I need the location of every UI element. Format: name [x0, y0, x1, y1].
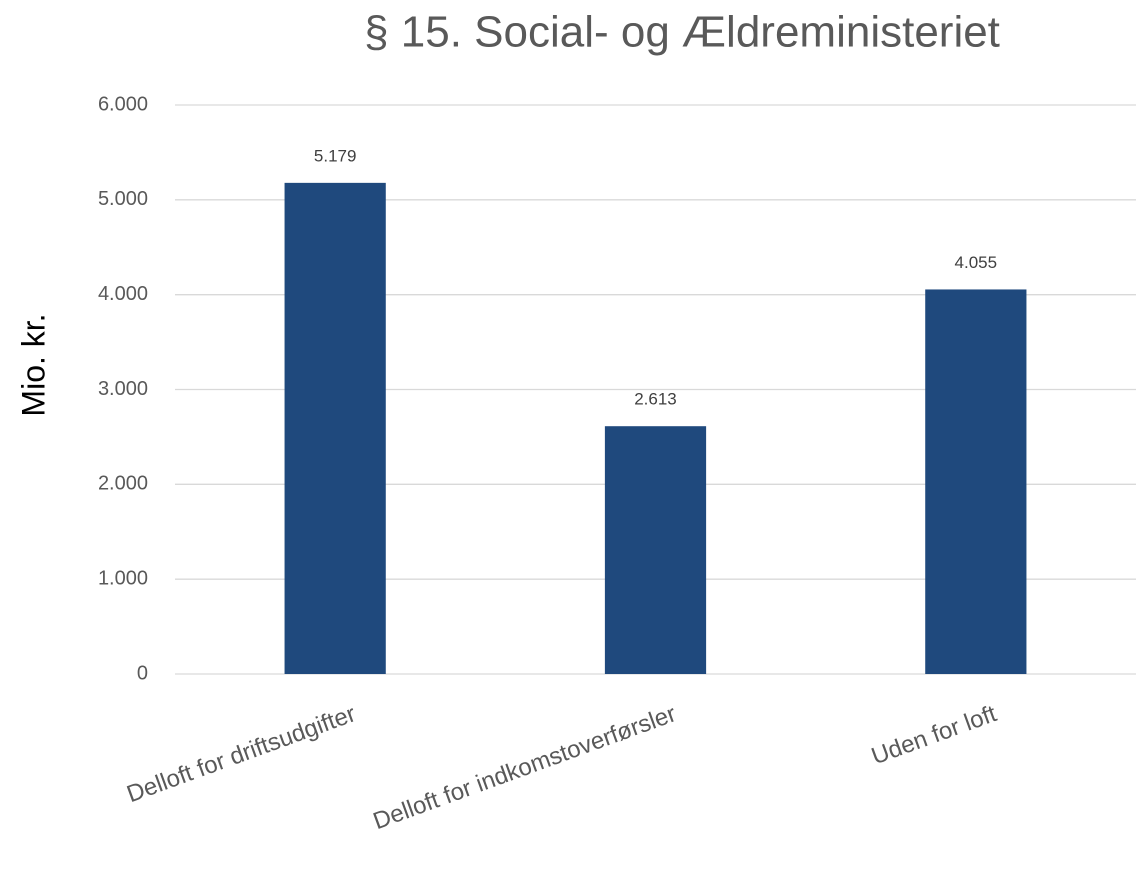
bar — [604, 426, 707, 674]
y-tick-label: 0 — [137, 662, 148, 684]
data-label: 2.613 — [634, 390, 677, 409]
y-tick-label: 4.000 — [98, 283, 148, 305]
y-tick-label: 2.000 — [98, 473, 148, 495]
y-axis-label: Mio. kr. — [15, 313, 51, 416]
y-tick-label: 3.000 — [98, 378, 148, 400]
x-tick-label: Delloft for indkomstoverførsler — [370, 700, 680, 835]
bar — [925, 289, 1027, 674]
x-tick-label: Uden for loft — [868, 700, 1000, 770]
y-tick-label: 6.000 — [98, 93, 148, 115]
data-label: 5.179 — [314, 146, 357, 165]
y-tick-label: 1.000 — [98, 567, 148, 589]
y-tick-label: 5.000 — [98, 188, 148, 210]
x-tick-label: Delloft for driftsudgifter — [123, 700, 359, 808]
bar — [284, 182, 386, 675]
chart-title: § 15. Social- og Ældreministeriet — [364, 8, 1000, 57]
data-label: 4.055 — [955, 253, 998, 272]
